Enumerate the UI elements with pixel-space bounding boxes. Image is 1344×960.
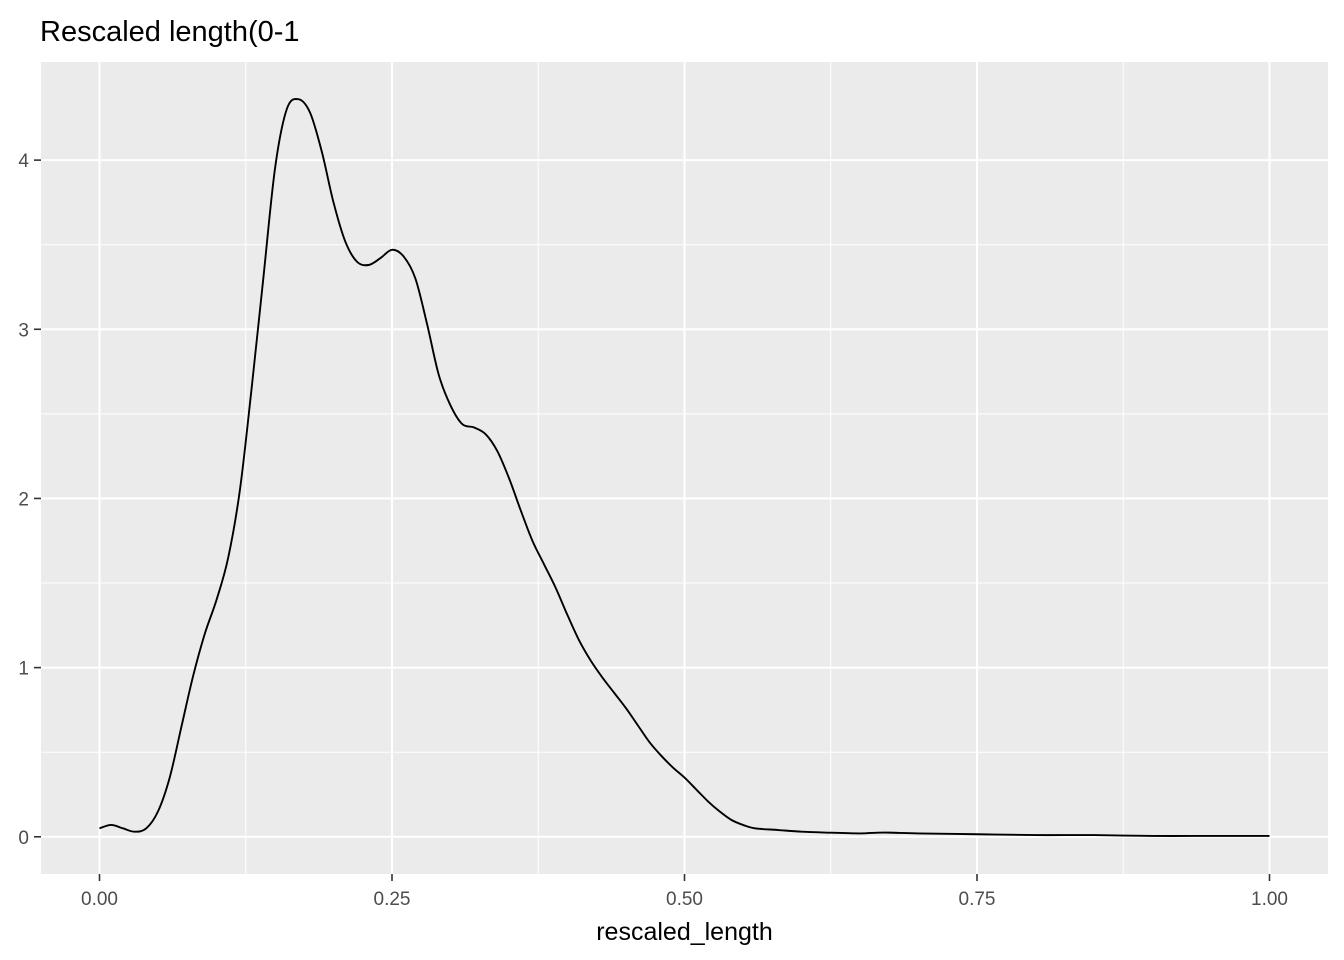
x-tick-label: 0.50: [666, 889, 703, 910]
y-tick-label: 2: [18, 489, 29, 510]
y-tick-label: 0: [18, 828, 29, 849]
chart-title: Rescaled length(0-1: [40, 16, 300, 48]
x-tick-label: 0.25: [374, 889, 411, 910]
x-tick-label: 1.00: [1251, 889, 1288, 910]
y-tick-label: 1: [18, 659, 29, 680]
x-tick-label: 0.75: [959, 889, 996, 910]
major-gridlines: [41, 62, 1328, 874]
x-axis-title: rescaled_length: [596, 918, 773, 946]
y-axis: 0 1 2 3 4: [18, 151, 41, 849]
x-tick-label: 0.00: [81, 889, 118, 910]
y-tick-label: 3: [18, 320, 29, 341]
x-axis: 0.00 0.25 0.50 0.75 1.00: [81, 874, 1288, 910]
y-tick-label: 4: [18, 151, 29, 172]
density-line: [99, 97, 1270, 837]
